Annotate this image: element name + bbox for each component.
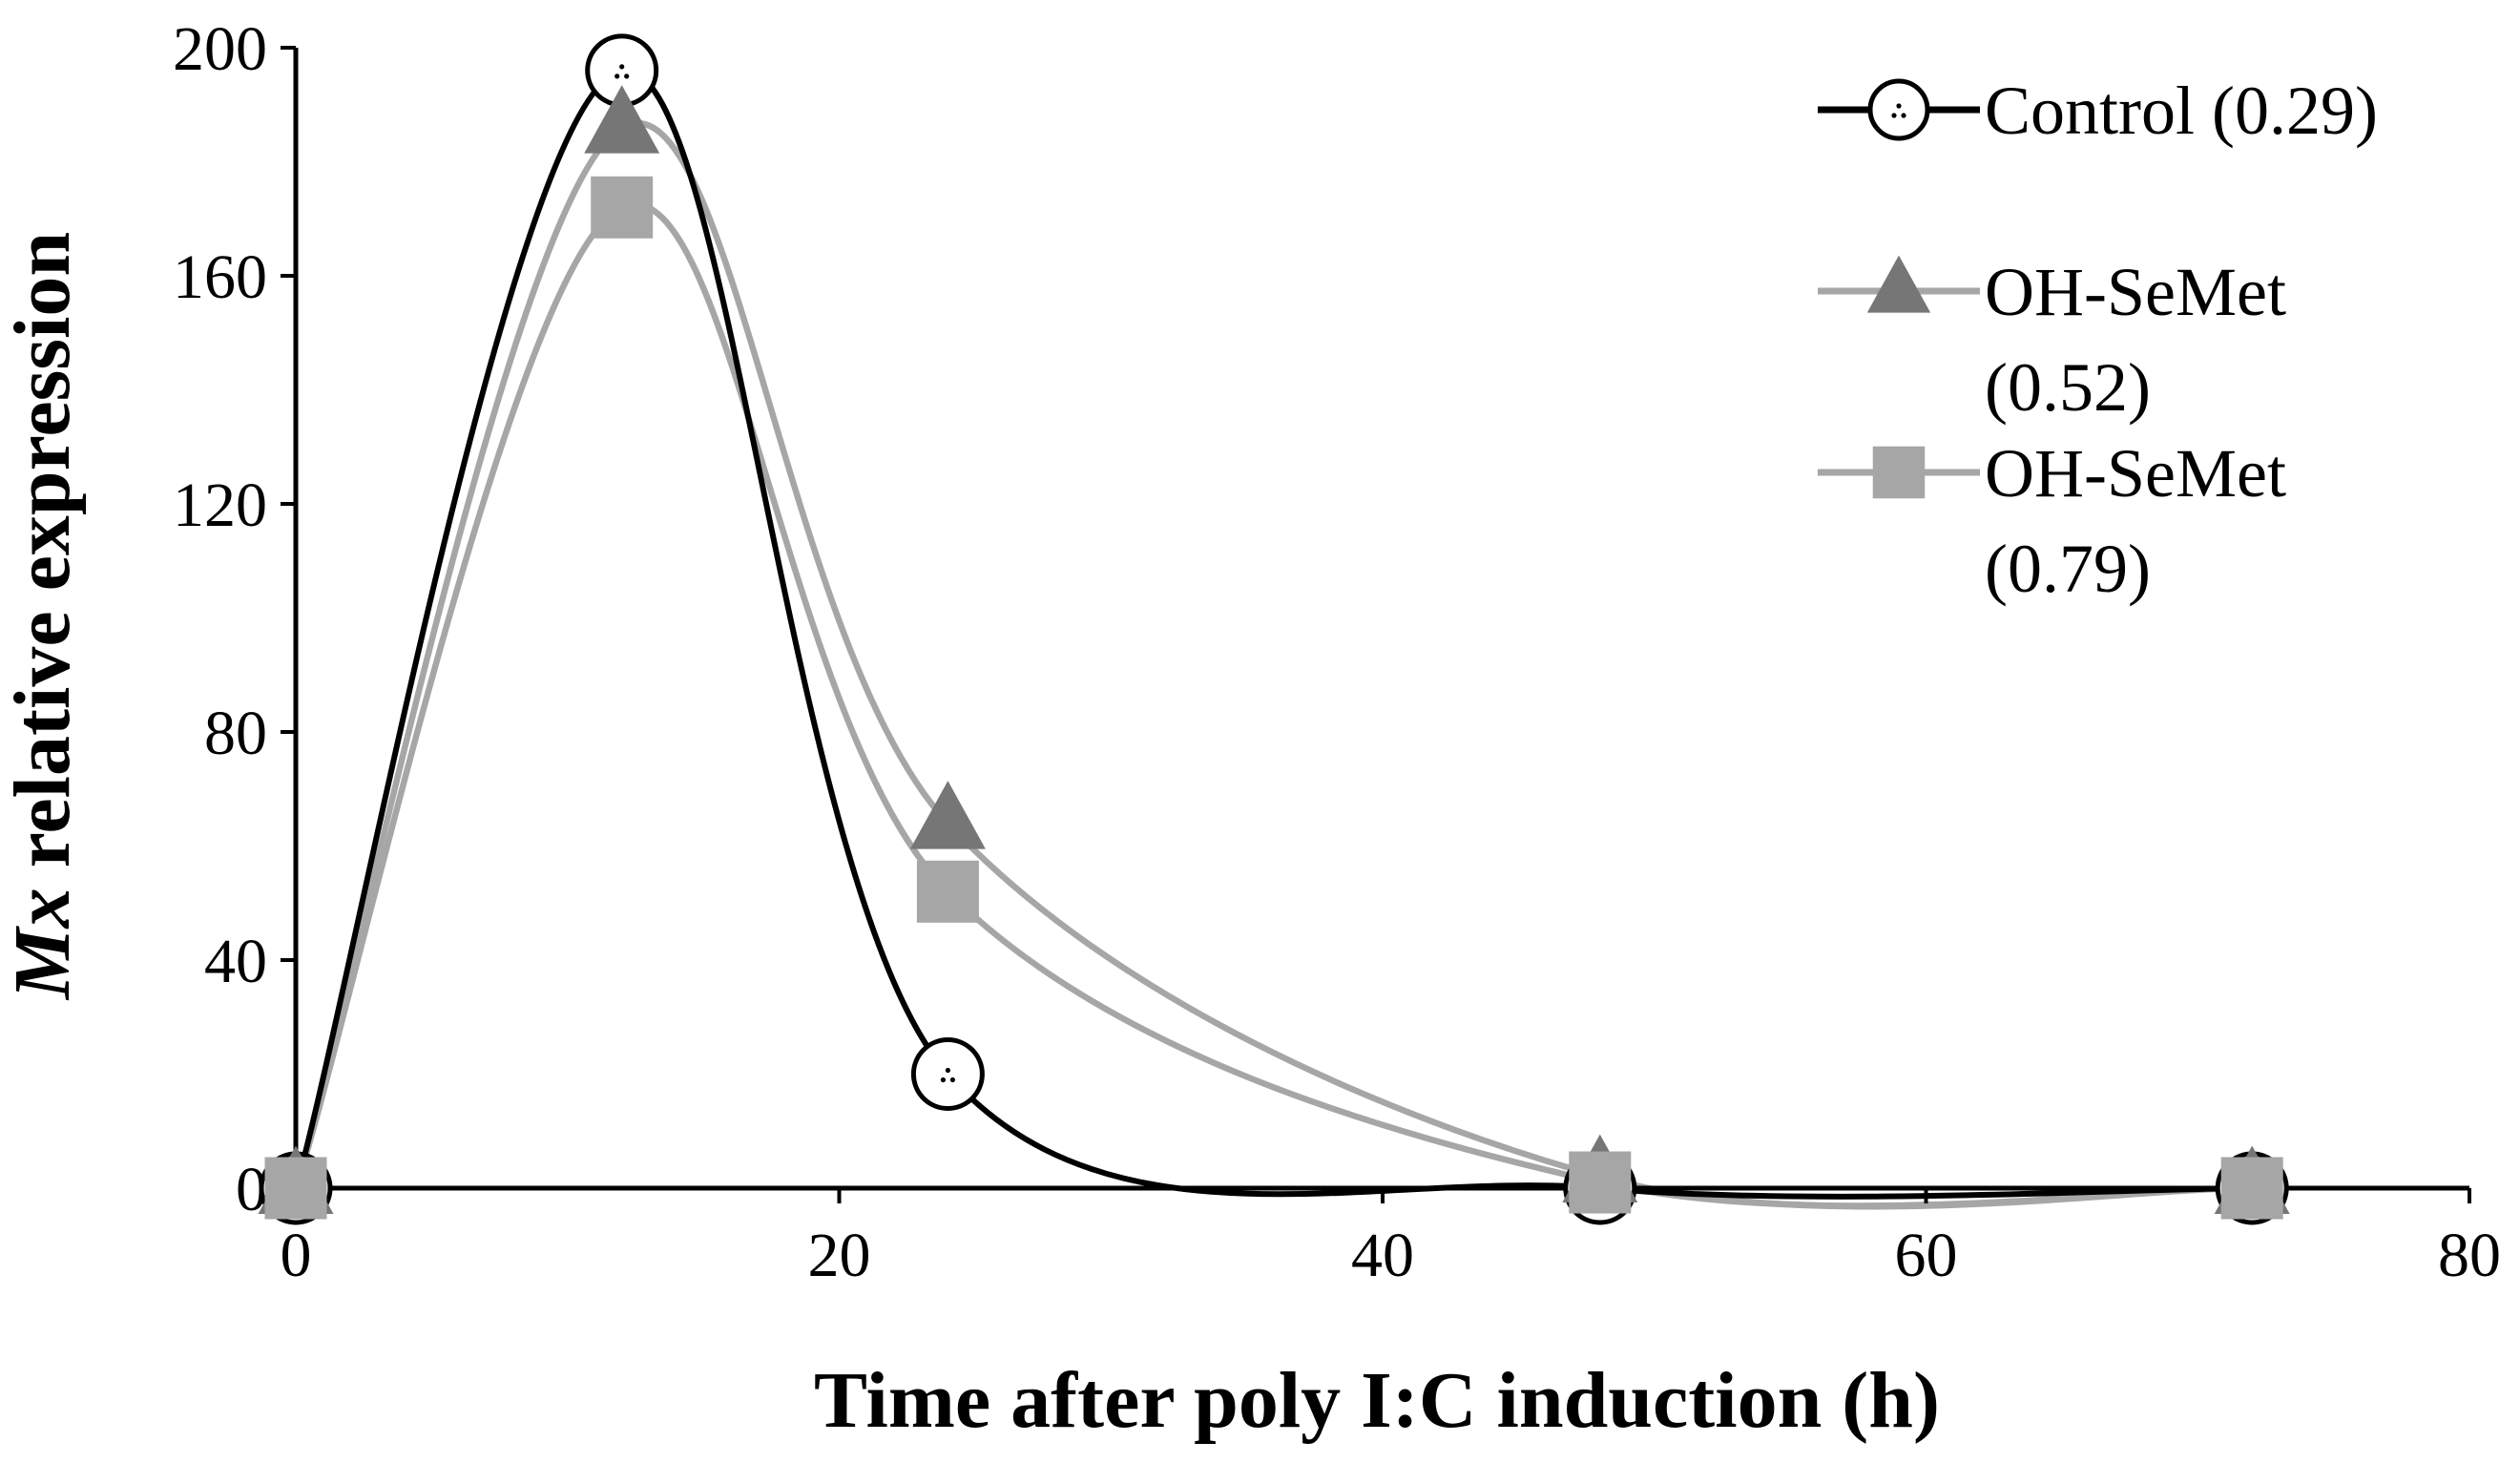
data-point-circle-dot [945,1067,951,1074]
y-tick-label: 160 [173,242,267,312]
series-layer [292,67,2253,1210]
legend-marker-circle-dot [1901,113,1906,118]
data-point-square [591,176,654,239]
data-point-circle-dot [940,1076,947,1083]
x-tick-label: 80 [2438,1221,2501,1290]
legend-label: (0.52) [1985,349,2151,426]
data-point-triangle [584,85,660,154]
y-axis-title-gene: Mx [0,888,87,1001]
y-tick-label: 120 [173,470,267,540]
y-axis-title-rest: relative expression [0,232,87,888]
legend-label: OH-SeMet [1985,435,2286,512]
series-line-triangle [292,120,2253,1210]
legend-item-circle: Control (0.29) [1818,73,2378,149]
y-tick-label: 200 [173,14,267,84]
legend-marker-circle-dot [1891,113,1897,118]
legend-marker-circle-ring [1867,78,1930,141]
legend-item-square: OH-SeMet (0.79) [1818,435,2286,607]
x-axis-title: Time after poly I:C induction (h) [814,1356,1940,1445]
data-point-square [916,860,979,923]
data-point-circle-dot [624,73,630,79]
legend: Control (0.29) OH-SeMet (0.52) OH-SeMet (0.7… [1818,73,2378,607]
series-line-square [292,201,2253,1209]
x-tick-label: 0 [281,1221,312,1290]
legend-marker-square [1872,446,1926,499]
legend-marker-circle-dot [1896,103,1902,109]
data-point-circle-dot [949,1076,956,1083]
legend-label: Control (0.29) [1985,73,2378,149]
y-tick-label: 40 [204,927,267,996]
y-tick-label: 80 [204,699,267,768]
data-point-triangle [909,781,986,849]
data-point-square [1569,1151,1632,1214]
legend-label: OH-SeMet [1985,254,2286,330]
legend-marker-triangle [1866,255,1931,313]
data-point-circle [910,1037,985,1111]
data-point-circle-dot [619,64,625,70]
data-point-square [2220,1157,2283,1220]
legend-label: (0.79) [1985,531,2151,607]
series-line-circle [293,67,2253,1200]
x-tick-label: 40 [1351,1221,1414,1290]
data-point-circle-dot [614,73,620,79]
x-tick-label: 60 [1895,1221,1958,1290]
markers-layer [258,33,2290,1225]
data-point-square [264,1157,327,1220]
data-point-circle-ring [910,1037,985,1111]
x-tick-label: 20 [808,1221,871,1290]
legend-item-triangle: OH-SeMet (0.52) [1818,254,2286,426]
y-axis-title: Mx relative expression [0,232,87,1001]
legend-marker-circle [1867,78,1930,141]
